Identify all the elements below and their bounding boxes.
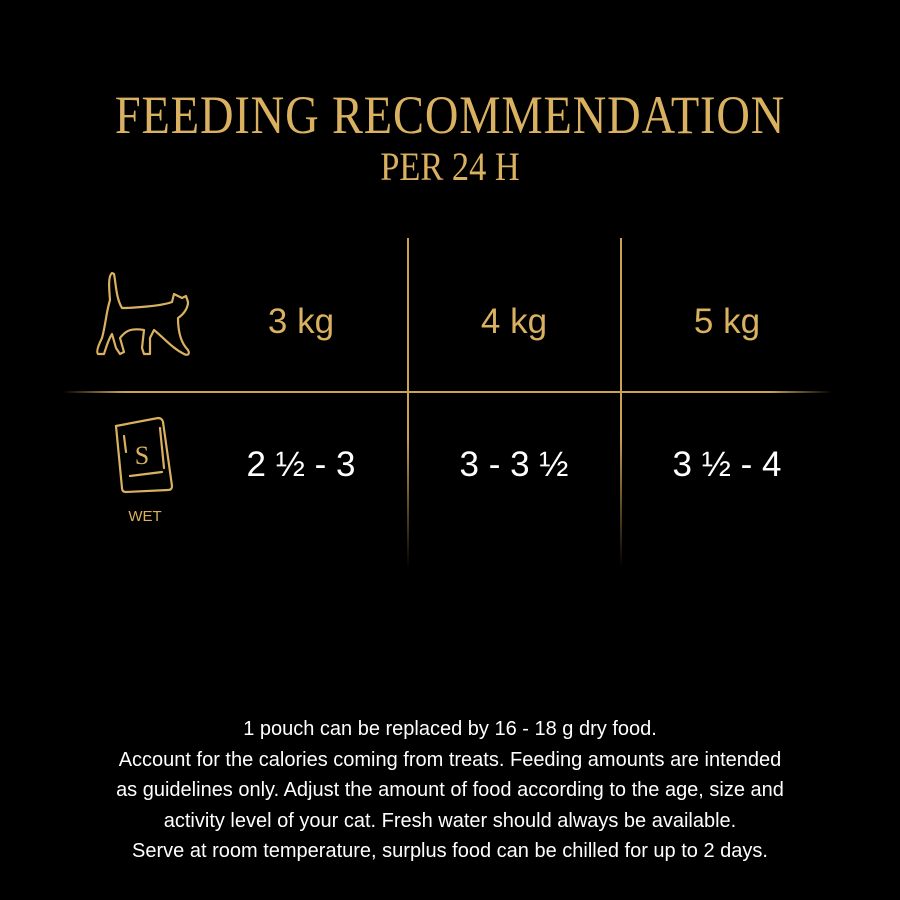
amount-5kg: 3 ½ - 4 [672,445,782,484]
pouch-icon: S [114,416,174,494]
column-divider [620,238,622,568]
amount-4kg: 3 - 3 ½ [459,445,569,484]
food-type-label: WET [128,508,162,525]
footer-line: Account for the calories coming from tre… [118,748,782,771]
page-title: FEEDING RECOMMENDATION [114,85,786,145]
footer-notes: 1 pouch can be replaced by 16 - 18 g dry… [0,714,900,867]
column-divider [407,238,409,568]
footer-line: 1 pouch can be replaced by 16 - 18 g dry… [243,718,657,740]
footer-line: as guidelines only. Adjust the amount of… [116,779,784,801]
amount-3kg: 2 ½ - 3 [246,445,356,484]
weight-3kg: 3 kg [267,302,335,341]
footer-line: activity level of your cat. Fresh water … [163,809,737,832]
row-divider [62,391,832,393]
weight-5kg: 5 kg [693,302,761,341]
cat-icon [96,271,190,356]
footer-line: Serve at room temperature, surplus food … [132,840,768,862]
weight-4kg: 4 kg [480,302,548,341]
svg-text:S: S [135,441,149,470]
page-subtitle: PER 24 H [380,144,520,189]
